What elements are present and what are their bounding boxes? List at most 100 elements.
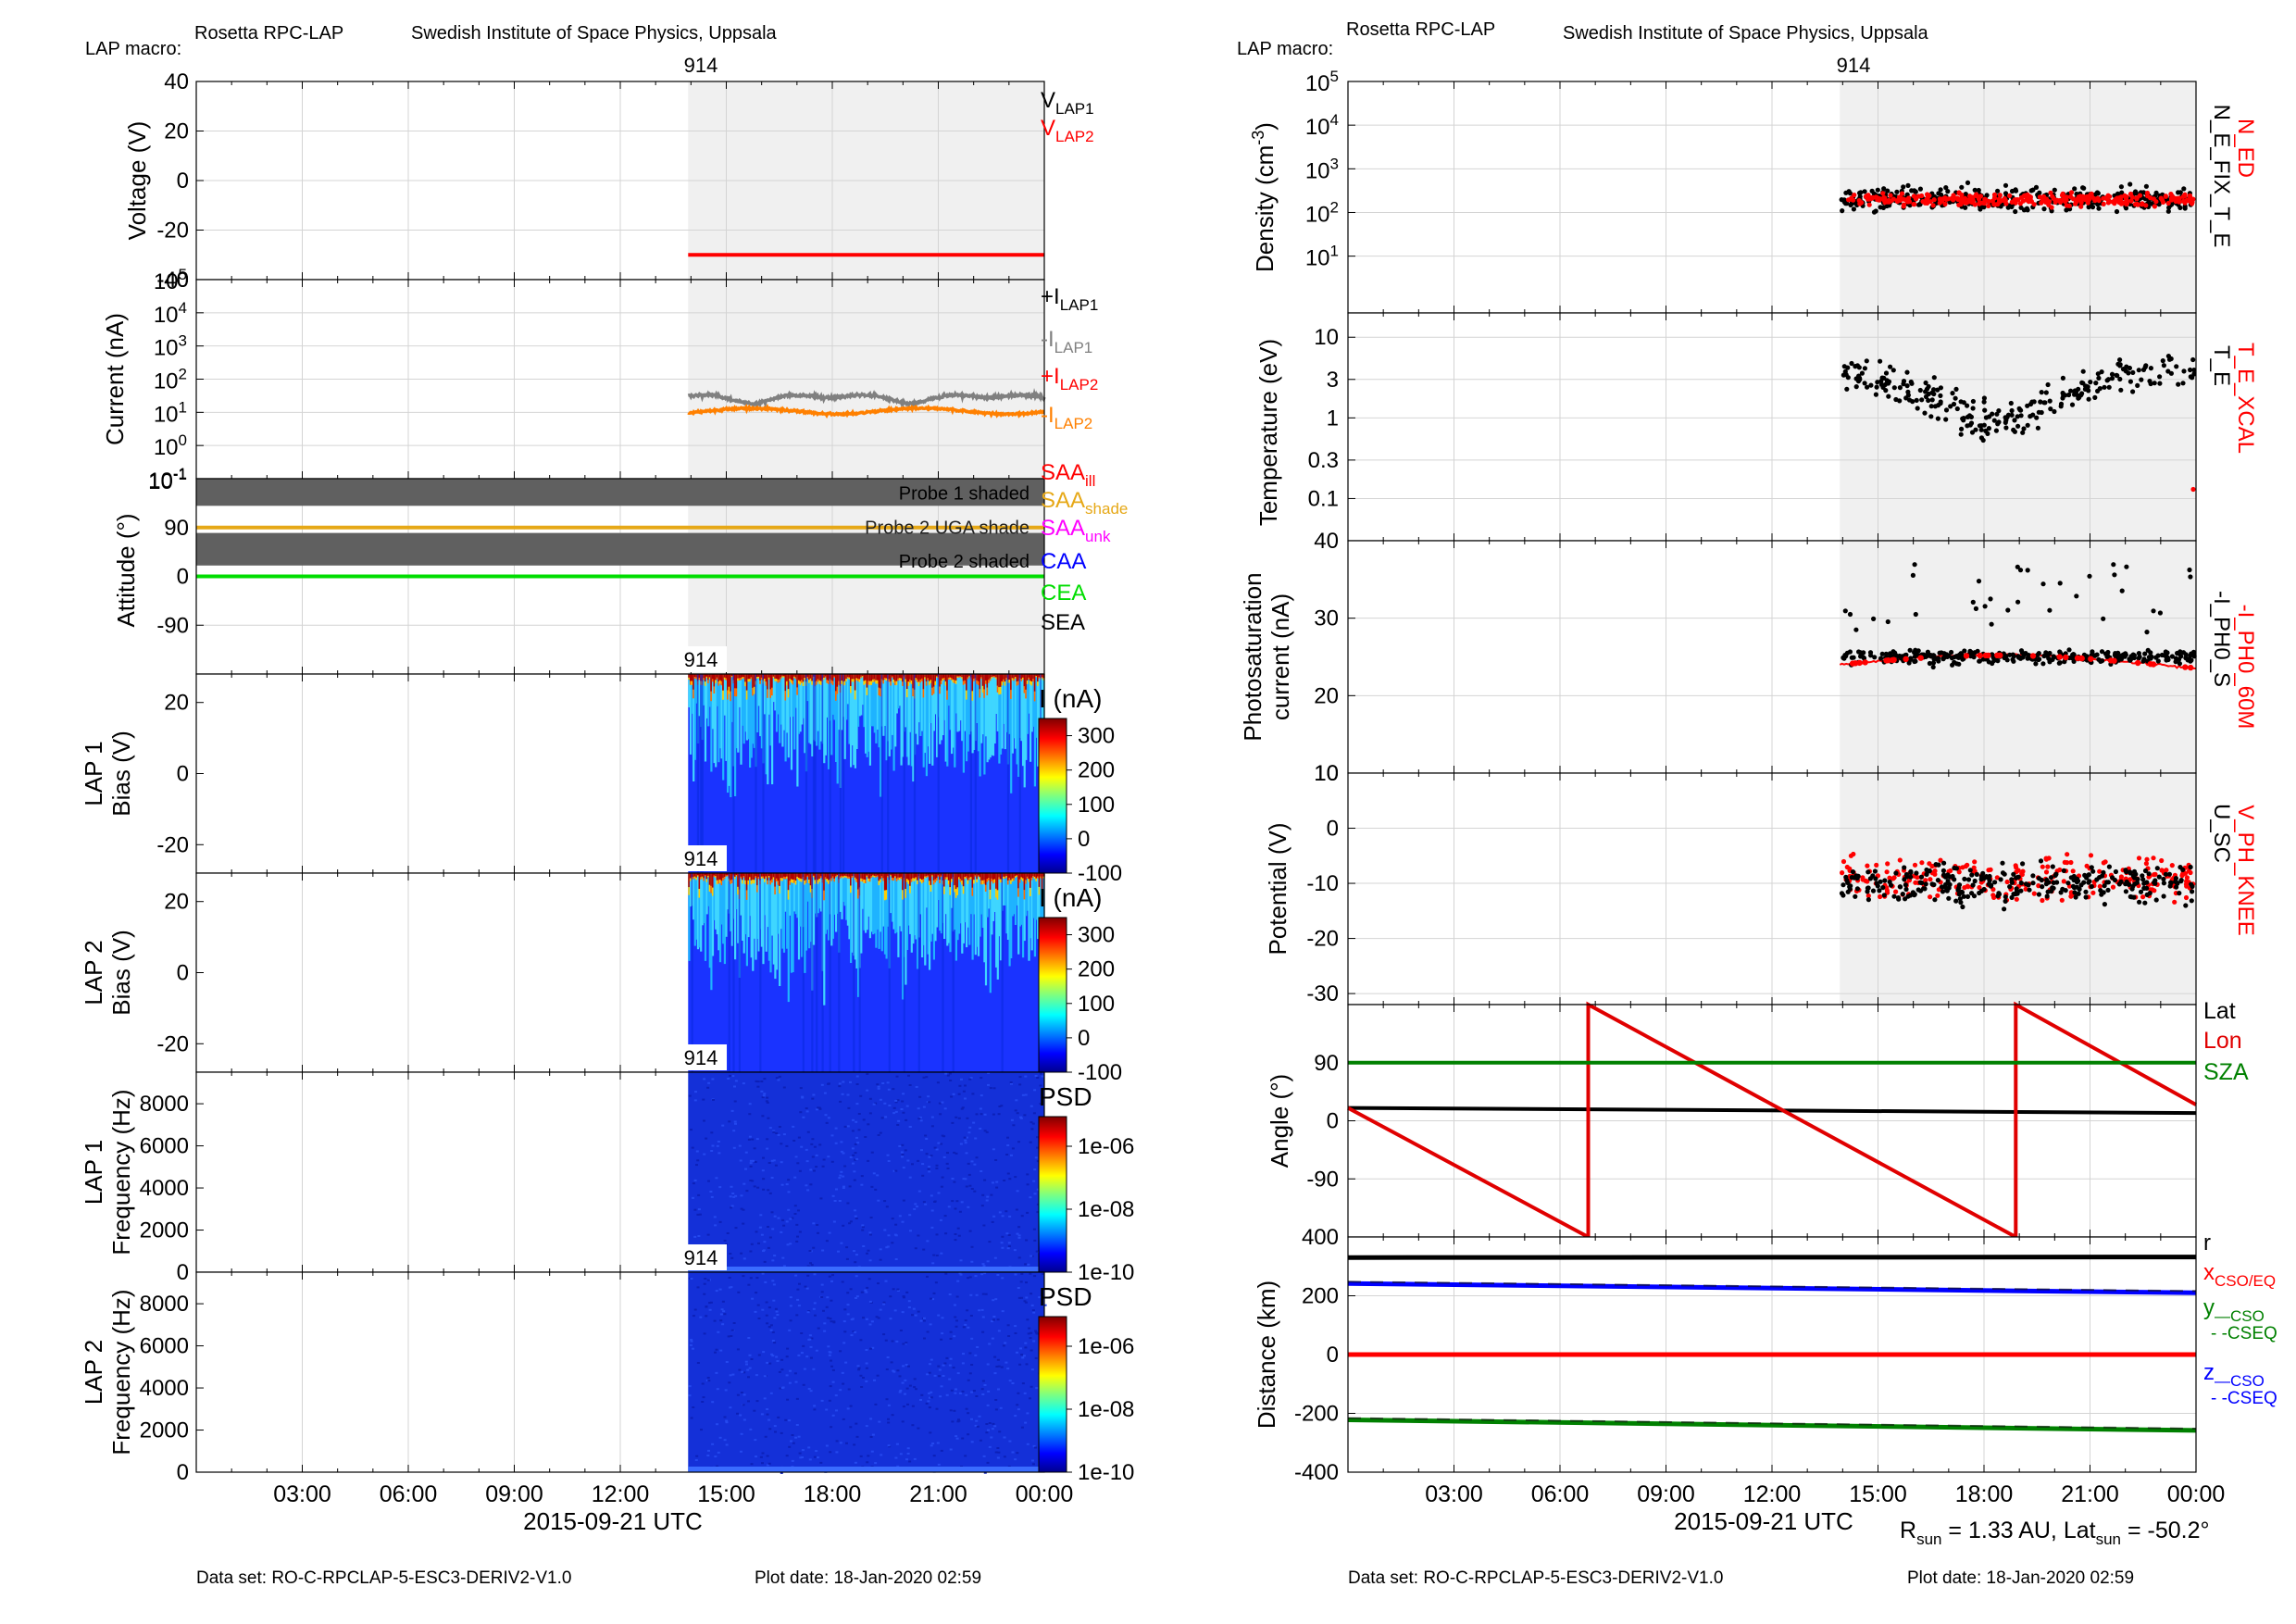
lap2_psd-noise <box>769 1392 773 1394</box>
lap2_psd-noise <box>1024 1301 1028 1304</box>
lap1_sweep-cell <box>929 674 931 681</box>
lap1_psd-noise <box>753 1185 756 1188</box>
lap2_psd-noise <box>889 1318 892 1320</box>
lap1_sweep-cell <box>742 674 745 744</box>
lap2_psd-noise <box>690 1340 693 1343</box>
lap1_psd-noise <box>989 1087 992 1090</box>
lap1_psd-noise <box>997 1113 1001 1116</box>
lap2_sweep-cell <box>1004 873 1006 877</box>
temperature-point <box>2160 358 2165 364</box>
lap2_psd-noise <box>887 1418 890 1420</box>
lap1_sweep-macro-label-box <box>675 646 727 672</box>
photosat-point <box>1928 654 1934 659</box>
lap2_psd-noise <box>954 1392 957 1394</box>
temperature-point <box>1897 398 1903 404</box>
density-point-black <box>2009 188 2015 194</box>
photosat-point <box>2145 647 2151 654</box>
lap2_sweep-cell <box>905 873 909 950</box>
lap2_psd-colorbar-tick-label: 1e-06 <box>1078 1334 1134 1359</box>
lap2_psd-noise <box>935 1407 939 1410</box>
lap2_psd-noise <box>1021 1382 1025 1385</box>
density-point-red <box>1991 192 1998 197</box>
lap1_sweep-cell <box>740 674 742 679</box>
lap2_psd-noise <box>956 1372 960 1375</box>
lap2_psd-noise <box>831 1274 834 1277</box>
lap2_psd-noise <box>994 1399 998 1401</box>
density-point-black <box>2123 206 2129 211</box>
lap2_psd-noise <box>761 1308 765 1311</box>
lap1_sweep-cell <box>932 674 935 731</box>
lap1_psd-noise <box>763 1260 767 1263</box>
lap1_psd-noise <box>958 1210 962 1213</box>
lap1_psd-noise <box>887 1088 891 1091</box>
legend-saa-unk: SAAunk <box>1041 516 1111 545</box>
lap2_sweep-cell <box>767 873 769 881</box>
lap1_psd-noise <box>688 1094 692 1097</box>
lap1_psd-noise <box>806 1189 810 1192</box>
lap1_sweep-cell <box>723 674 726 716</box>
lap2_psd-noise <box>1025 1281 1028 1284</box>
lap2_sweep-cell <box>873 873 876 876</box>
density-point-red <box>1986 198 1991 205</box>
temperature-point <box>2060 375 2065 381</box>
lap2_sweep-cell <box>1040 873 1042 918</box>
lap1_psd-noise <box>1036 1211 1040 1214</box>
lap2_sweep-cell <box>858 873 861 1072</box>
density-point-red <box>2031 202 2037 207</box>
lap1_sweep-cell <box>787 674 790 758</box>
lap2_sweep-cell <box>973 873 976 881</box>
lap2_psd-noise <box>827 1345 830 1348</box>
lap1_psd-noise <box>879 1258 882 1261</box>
lap1_psd-noise <box>828 1231 831 1234</box>
lap1_psd-noise <box>1033 1239 1037 1242</box>
lap1_sweep-cell <box>734 674 737 689</box>
lap2_sweep-cell <box>755 873 757 960</box>
lap1_sweep-cell <box>909 674 912 680</box>
lap1_psd-noise <box>816 1108 818 1111</box>
lap1_psd-noise <box>768 1236 772 1239</box>
lap2_psd-noise <box>895 1340 899 1343</box>
lap2_psd-noise <box>907 1300 911 1303</box>
lap2_sweep-cell <box>969 873 972 878</box>
lap2_psd-noise <box>898 1391 902 1393</box>
lap1_sweep-cell <box>855 674 858 679</box>
lap2_sweep-cell <box>885 873 888 959</box>
lap2_sweep-cell <box>988 873 991 878</box>
lap1_sweep-cell <box>1020 674 1023 742</box>
lap2_sweep-cell <box>784 873 787 878</box>
density-point-red <box>1919 193 1925 199</box>
photosat-point <box>1925 649 1930 655</box>
density-point-red <box>2058 197 2064 204</box>
lap2_psd-noise <box>859 1455 863 1457</box>
lap2_psd-noise <box>794 1380 798 1383</box>
lap2_sweep-cell <box>910 873 913 880</box>
lap2_psd-noise <box>830 1299 833 1302</box>
lap1_psd-noise <box>971 1093 975 1095</box>
lap2_psd-noise <box>828 1399 831 1402</box>
lap2_psd-noise <box>868 1300 872 1303</box>
lap2_psd-noise <box>703 1332 706 1335</box>
lap2_psd-noise <box>802 1344 805 1347</box>
density-point-red <box>1901 202 1907 207</box>
lap1_psd-noise <box>760 1233 764 1236</box>
lap1_sweep-cell <box>696 674 700 873</box>
photosat-point <box>2057 649 2063 655</box>
legend-saa-shade: SAAshade <box>1041 488 1128 518</box>
lap2_psd-noise <box>761 1452 765 1455</box>
lap2_sweep-cell <box>799 873 802 879</box>
lap1_psd-noise <box>693 1179 697 1181</box>
lap2_psd-noise <box>778 1370 781 1373</box>
lap1_psd-noise <box>733 1085 736 1088</box>
lap2_sweep-cell <box>774 873 777 980</box>
photosat-point <box>2018 648 2025 654</box>
lap1_psd-noise <box>968 1230 972 1232</box>
lap1_psd-noise <box>766 1138 769 1141</box>
lap1_psd-noise <box>980 1170 983 1172</box>
lap2_sweep-cell <box>765 873 767 952</box>
lap2_psd-noise <box>707 1449 710 1452</box>
lap2_psd-noise <box>701 1401 705 1403</box>
lap2_psd-noise <box>711 1401 715 1404</box>
lap1_sweep-cell <box>769 674 772 746</box>
lap2_psd-noise <box>809 1390 813 1393</box>
lap1_psd-noise <box>894 1099 898 1102</box>
